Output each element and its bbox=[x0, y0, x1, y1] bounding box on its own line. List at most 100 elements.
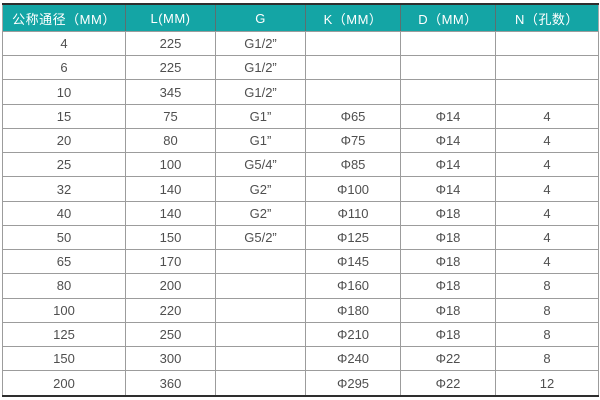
table-cell: Φ210 bbox=[305, 321, 401, 348]
header-d-mm: D（MM） bbox=[400, 4, 496, 32]
table-cell: 6 bbox=[2, 55, 126, 81]
table-row: 200 360 Φ295 Φ22 12 bbox=[2, 370, 599, 397]
table-cell bbox=[215, 249, 306, 275]
table-row: 32 140 G2” Φ100 Φ14 4 bbox=[2, 176, 599, 202]
table-cell: 12 bbox=[495, 370, 599, 397]
table-cell: 50 bbox=[2, 224, 126, 251]
table-cell bbox=[400, 30, 496, 57]
table-cell bbox=[215, 297, 306, 323]
table-cell: 100 bbox=[2, 297, 126, 323]
table-cell: 225 bbox=[125, 30, 216, 57]
table-cell: 4 bbox=[495, 176, 599, 202]
table-cell: G1” bbox=[215, 127, 306, 154]
table-cell: 150 bbox=[2, 346, 126, 372]
table-cell bbox=[495, 79, 599, 105]
header-l-mm: L(MM) bbox=[125, 4, 216, 32]
table-cell: 345 bbox=[125, 79, 216, 105]
table-cell: 250 bbox=[125, 321, 216, 348]
table-cell: 300 bbox=[125, 346, 216, 372]
table-cell: Φ22 bbox=[400, 370, 496, 397]
table-cell: 4 bbox=[495, 103, 599, 129]
table-cell: Φ18 bbox=[400, 224, 496, 251]
table-cell: Φ18 bbox=[400, 200, 496, 226]
table-cell bbox=[215, 346, 306, 372]
table-cell: 8 bbox=[495, 321, 599, 348]
table-cell: 360 bbox=[125, 370, 216, 397]
table-cell: 225 bbox=[125, 55, 216, 81]
table-cell: Φ295 bbox=[305, 370, 401, 397]
table-cell: G5/4” bbox=[215, 152, 306, 178]
table-row: 20 80 G1” Φ75 Φ14 4 bbox=[2, 127, 599, 154]
table-cell: Φ14 bbox=[400, 127, 496, 154]
table-cell: 8 bbox=[495, 273, 599, 299]
table-row: 65 170 Φ145 Φ18 4 bbox=[2, 249, 599, 275]
table-cell: 20 bbox=[2, 127, 126, 154]
table-cell: 220 bbox=[125, 297, 216, 323]
table-cell bbox=[495, 30, 599, 57]
table-row: 50 150 G5/2” Φ125 Φ18 4 bbox=[2, 224, 599, 251]
table-cell bbox=[400, 79, 496, 105]
table-cell: Φ14 bbox=[400, 176, 496, 202]
header-g: G bbox=[215, 4, 306, 32]
table-cell: 140 bbox=[125, 200, 216, 226]
table-cell: 8 bbox=[495, 297, 599, 323]
header-k-mm: K（MM） bbox=[305, 4, 401, 32]
table-row: 6 225 G1/2” bbox=[2, 55, 599, 81]
table-cell: G2” bbox=[215, 200, 306, 226]
table-cell: 200 bbox=[125, 273, 216, 299]
table-cell: 4 bbox=[495, 127, 599, 154]
table-cell: Φ145 bbox=[305, 249, 401, 275]
table-cell: 140 bbox=[125, 176, 216, 202]
table-cell: 10 bbox=[2, 79, 126, 105]
table-header: 公称通径（MM） L(MM) G K（MM） D（MM） N（孔数） bbox=[2, 4, 599, 32]
table-cell bbox=[305, 55, 401, 81]
flange-spec-table: 公称通径（MM） L(MM) G K（MM） D（MM） N（孔数） 4 225 G… bbox=[2, 3, 599, 397]
header-n-holes: N（孔数） bbox=[495, 4, 599, 32]
table-cell: 170 bbox=[125, 249, 216, 275]
table-cell: Φ75 bbox=[305, 127, 401, 154]
table-cell: 4 bbox=[495, 200, 599, 226]
table-cell: 80 bbox=[2, 273, 126, 299]
table-cell: 4 bbox=[495, 224, 599, 251]
table-cell: 150 bbox=[125, 224, 216, 251]
table-row: 80 200 Φ160 Φ18 8 bbox=[2, 273, 599, 299]
table-cell: 125 bbox=[2, 321, 126, 348]
table-cell bbox=[305, 79, 401, 105]
table-cell: Φ160 bbox=[305, 273, 401, 299]
table-cell: Φ110 bbox=[305, 200, 401, 226]
table-cell: Φ180 bbox=[305, 297, 401, 323]
table-cell: Φ240 bbox=[305, 346, 401, 372]
table-cell: G1/2” bbox=[215, 30, 306, 57]
table-cell: Φ18 bbox=[400, 249, 496, 275]
table-cell: Φ18 bbox=[400, 321, 496, 348]
table-cell: 80 bbox=[125, 127, 216, 154]
table-cell: Φ14 bbox=[400, 152, 496, 178]
table-cell: 40 bbox=[2, 200, 126, 226]
header-row: 公称通径（MM） L(MM) G K（MM） D（MM） N（孔数） bbox=[2, 4, 599, 32]
table-cell: Φ125 bbox=[305, 224, 401, 251]
table-cell bbox=[215, 273, 306, 299]
table-cell: 100 bbox=[125, 152, 216, 178]
table-cell: G1” bbox=[215, 103, 306, 129]
table-row: 40 140 G2” Φ110 Φ18 4 bbox=[2, 200, 599, 226]
table-cell: 4 bbox=[2, 30, 126, 57]
table-cell: 25 bbox=[2, 152, 126, 178]
table-row: 150 300 Φ240 Φ22 8 bbox=[2, 346, 599, 372]
table-row: 10 345 G1/2” bbox=[2, 79, 599, 105]
table-row: 15 75 G1” Φ65 Φ14 4 bbox=[2, 103, 599, 129]
table-cell: 15 bbox=[2, 103, 126, 129]
table-cell: Φ85 bbox=[305, 152, 401, 178]
table-cell: Φ22 bbox=[400, 346, 496, 372]
table-cell bbox=[215, 321, 306, 348]
table-cell: G2” bbox=[215, 176, 306, 202]
table-cell bbox=[305, 30, 401, 57]
table-cell: 75 bbox=[125, 103, 216, 129]
table-cell: 4 bbox=[495, 249, 599, 275]
table-cell: Φ18 bbox=[400, 297, 496, 323]
table-row: 100 220 Φ180 Φ18 8 bbox=[2, 297, 599, 323]
header-nominal-diameter: 公称通径（MM） bbox=[2, 4, 126, 32]
table-cell: 4 bbox=[495, 152, 599, 178]
table-cell: 8 bbox=[495, 346, 599, 372]
table-cell: G5/2” bbox=[215, 224, 306, 251]
